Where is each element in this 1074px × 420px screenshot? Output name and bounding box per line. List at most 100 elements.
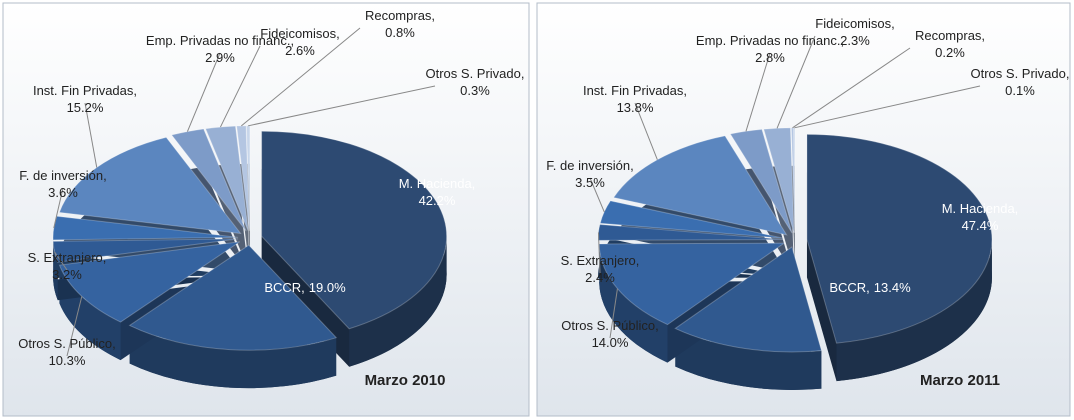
data-label: Recompras, 0.8% [365,8,435,40]
label-value: 0.1% [1005,83,1035,98]
slice [204,125,249,232]
label-category: BCCR, [264,280,304,295]
label-category: M. Hacienda, [942,201,1019,216]
data-label: Fideicomisos, 2.6% [260,26,339,58]
data-label: Otros S. Privado, 0.1% [971,66,1070,98]
label-category: Otros S. Público, [18,336,116,351]
data-label: Otros S. Público, 10.3% [18,336,116,368]
leader-line [66,296,83,357]
label-value: 2.8% [755,50,785,65]
label-category: S. Extranjero, [561,253,640,268]
leader-line [597,232,601,274]
label-value: 13.4% [874,280,911,295]
slice [58,241,241,323]
label-value: 42.2% [419,193,456,208]
slice [261,130,448,330]
slice [236,125,250,231]
label-value: 2.9% [205,50,235,65]
label-value: 47.4% [962,218,999,233]
slice [763,127,795,233]
leader-line [54,251,68,271]
slice [128,244,338,351]
label-category: Recompras, [915,28,985,43]
label-value: 14.0% [592,335,629,350]
chart-title: Marzo 2011 [920,372,1000,389]
slice [598,242,786,326]
slice-side [599,243,668,363]
label-category: Fideicomisos, [815,16,894,31]
label-value: 2.3% [840,33,870,48]
data-label: M. Hacienda, 42.2% [399,176,476,208]
label-value: 19.0% [309,280,346,295]
slice [729,128,793,234]
data-label: Recompras, 0.2% [915,28,985,60]
label-category: M. Hacienda, [399,176,476,191]
label-category: F. de inversión, [546,158,633,173]
slice [58,136,242,235]
slice-side [129,325,337,389]
label-value: 3.2% [52,267,82,282]
slice-side [349,236,447,367]
slice [612,135,788,236]
data-label: Emp. Privadas no financ., 2.9% [146,33,294,65]
slice [599,200,784,239]
label-category: Emp. Privadas no financ., [146,33,294,48]
leader-line [84,102,98,168]
label-category: Emp. Privadas no financ., [696,33,844,48]
label-category: Fideicomisos, [260,26,339,41]
leader-line [634,102,658,160]
label-value: 0.3% [460,83,490,98]
slice-side [59,265,121,361]
label-category: Otros S. Privado, [426,66,525,81]
leader-line [792,47,911,129]
label-category: Otros S. Privado, [971,66,1070,81]
leader-line [186,52,221,132]
leader-line [248,85,436,127]
leader-line [219,45,261,128]
data-label: Emp. Privadas no financ., 2.8% [696,33,844,65]
label-value: 3.6% [48,185,78,200]
label-value: 13.8% [617,100,654,115]
data-label: Inst. Fin Privadas, 13.8% [583,83,687,115]
slice [806,133,993,344]
leader-line [794,85,981,129]
label-value: 2.4% [585,270,615,285]
data-label: Fideicomisos, 2.3% [815,16,894,48]
data-label: S. Extranjero, 2.4% [561,253,640,285]
leader-line [776,35,816,129]
label-value: 0.8% [385,25,415,40]
label-category: S. Extranjero, [28,250,107,265]
label-category: Recompras, [365,8,435,23]
slice-side [675,328,822,390]
label-category: BCCR, [829,280,869,295]
leader-line [589,177,605,213]
leader-line [53,187,64,229]
slice-side [836,239,992,382]
chart-title: Marzo 2010 [365,372,446,389]
label-category: Inst. Fin Privadas, [583,83,687,98]
data-label: Inst. Fin Privadas, 15.2% [33,83,137,115]
data-label: M. Hacienda, 47.4% [942,201,1019,233]
data-label: BCCR, 13.4% [829,280,911,295]
pie-chart: M. Hacienda, 47.4% BCCR, 13.4% Otros S. Públ… [546,16,1069,390]
label-value: 0.2% [935,45,965,60]
leader-line [241,27,361,127]
label-value: 2.6% [285,43,315,58]
label-value: 15.2% [67,100,104,115]
leader-line [609,288,618,339]
leader-line [745,52,771,132]
pie-chart: M. Hacienda, 42.2% BCCR, 19.0% Otros S. Públ… [18,8,524,389]
label-category: Inst. Fin Privadas, [33,83,137,98]
data-label: F. de inversión, 3.5% [546,158,633,190]
data-label: S. Extranjero, 3.2% [28,250,107,282]
data-label: BCCR, 19.0% [264,280,346,295]
slice [674,246,823,353]
label-category: Otros S. Público, [561,318,659,333]
label-category: F. de inversión, [19,168,106,183]
data-label: Otros S. Privado, 0.3% [426,66,525,98]
label-value: 10.3% [49,353,86,368]
data-label: F. de inversión, 3.6% [19,168,106,200]
data-label: Otros S. Público, 14.0% [561,318,659,350]
label-value: 3.5% [575,175,605,190]
